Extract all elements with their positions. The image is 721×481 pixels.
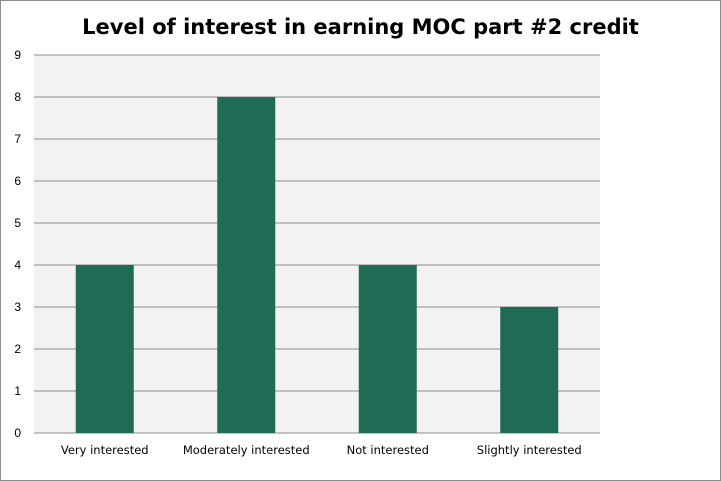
- bar: [500, 307, 559, 433]
- y-tick-label: 4: [14, 258, 21, 272]
- chart-title: Level of interest in earning MOC part #2…: [82, 15, 639, 39]
- y-tick-labels: 0 1 2 3 4 5 6 7 8 9: [14, 48, 21, 440]
- x-tick-labels: Very interested Moderately interested Not …: [61, 443, 582, 457]
- y-tick-label: 7: [14, 132, 21, 146]
- y-tick-label: 2: [14, 342, 21, 356]
- x-tick-label: Very interested: [61, 443, 149, 457]
- y-tick-label: 3: [14, 300, 21, 314]
- bar: [217, 97, 276, 433]
- y-tick-label: 5: [14, 216, 21, 230]
- bar: [75, 265, 134, 433]
- x-tick-label: Moderately interested: [183, 443, 310, 457]
- bars: [75, 97, 559, 433]
- y-tick-label: 0: [14, 426, 21, 440]
- y-tick-label: 9: [14, 48, 21, 62]
- x-tick-label: Slightly interested: [477, 443, 582, 457]
- x-tick-label: Not interested: [347, 443, 429, 457]
- y-tick-label: 8: [14, 90, 21, 104]
- bar: [358, 265, 417, 433]
- y-tick-label: 1: [14, 384, 21, 398]
- y-tick-label: 6: [14, 174, 21, 188]
